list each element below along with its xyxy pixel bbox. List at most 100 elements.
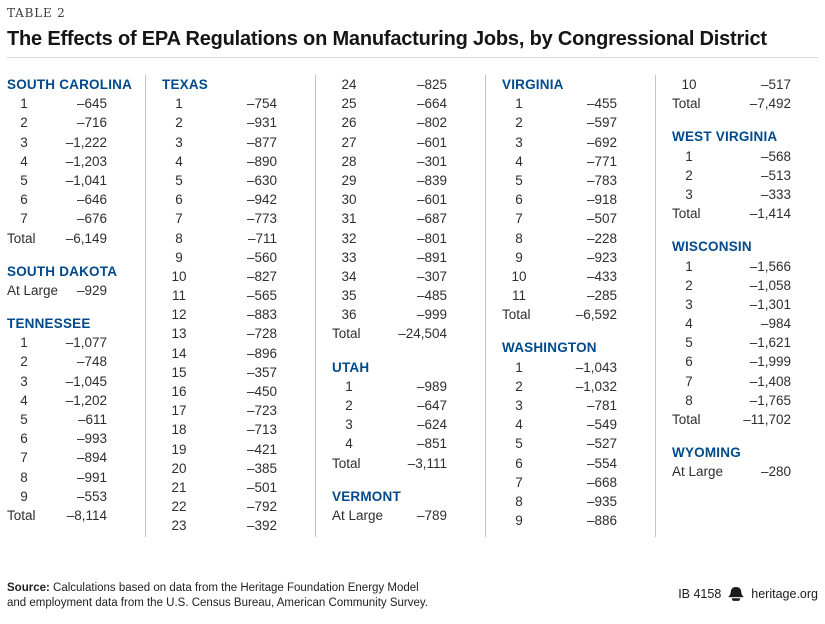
district-label: 10 [681,77,697,92]
district-label: 1 [685,148,693,164]
district-label: 22 [171,499,187,515]
jobs-value: –825 [416,77,447,92]
state-block: VIRGINIA 1 –455 2 –597 3 –692 4 –771 5 –783 6 –918 7 –… [502,75,617,324]
district-row: 1 –1,566 [672,257,791,276]
district-label: 2 [515,378,523,394]
district-label: Total [672,96,701,112]
state-header: WYOMING [672,445,741,461]
table-column-3: 24 –825 25 –664 26 –802 27 –601 28 –301 29 –839 30 –6… [315,75,485,537]
table-column-4: VIRGINIA 1 –455 2 –597 3 –692 4 –771 5 –783 6 –918 7 –… [485,75,655,537]
district-row: 8 –935 [502,492,617,511]
district-label: 1 [345,378,353,394]
district-row: 10 –827 [162,267,277,286]
district-row: Total –8,114 [7,506,107,525]
jobs-value: –568 [760,148,791,164]
jobs-value: –1,621 [749,335,791,351]
jobs-value: –1,045 [65,373,107,389]
district-label: 2 [685,277,693,293]
state-header: VERMONT [332,488,401,504]
state-header: TENNESSEE [7,316,91,332]
district-row: 4 –890 [162,152,277,171]
district-row: 10 –517 [672,75,791,94]
jobs-value: –664 [416,96,447,112]
district-label: 12 [171,307,187,323]
district-label: 1 [515,359,523,375]
district-row: Total –24,504 [332,324,447,343]
district-row: At Large –280 [672,462,791,481]
jobs-value: –935 [586,493,617,509]
jobs-value: –748 [76,354,107,370]
jobs-value: –357 [246,364,277,380]
district-row: 3 –692 [502,133,617,152]
district-label: 21 [171,479,187,495]
jobs-value: –455 [586,96,617,112]
jobs-value: –601 [416,192,447,208]
district-row: 1 –754 [162,94,277,113]
district-label: 19 [171,441,187,457]
district-label: 7 [515,474,523,490]
state-block: WYOMING At Large –280 [672,443,791,481]
district-row: 2 –1,058 [672,276,791,295]
district-row: 7 –668 [502,473,617,492]
report-table-page: TABLE 2 The Effects of EPA Regulations o… [7,6,818,611]
district-row: 15 –357 [162,363,277,382]
jobs-value: –984 [760,316,791,332]
district-row: 7 –1,408 [672,372,791,391]
district-row: 3 –781 [502,396,617,415]
jobs-value: –554 [586,455,617,471]
jobs-value: –645 [76,96,107,112]
jobs-value: –668 [586,474,617,490]
district-row: 5 –1,041 [7,171,107,190]
district-label: 6 [20,192,28,208]
district-label: 5 [20,412,28,427]
jobs-value: –839 [416,172,447,188]
jobs-value: –789 [416,507,447,523]
district-row: 30 –601 [332,190,447,209]
district-row: 19 –421 [162,440,277,459]
district-row: 9 –553 [7,487,107,506]
jobs-value: –1,999 [749,354,791,370]
district-label: 6 [515,455,523,471]
district-label: Total [672,206,701,222]
district-row: 28 –301 [332,152,447,171]
district-label: 10 [511,268,527,284]
state-block: TEXAS 1 –754 2 –931 3 –877 4 –890 5 –630 6 –942 7 –773… [162,75,277,536]
jobs-value: –307 [416,268,447,284]
table-footer: Source: Calculations based on data from … [7,581,818,611]
district-row: 11 –285 [502,286,617,305]
district-label: 2 [515,115,523,131]
district-label: 9 [515,513,523,529]
jobs-value: –501 [246,479,277,495]
district-label: 16 [171,384,187,399]
state-header: SOUTH DAKOTA [7,263,118,279]
district-label: 25 [341,96,357,112]
district-row: 23 –392 [162,516,277,535]
district-label: At Large [672,464,724,480]
district-label: 1 [20,335,28,351]
source-note: Source: Calculations based on data from … [7,581,435,611]
district-label: Total [332,455,361,471]
jobs-value: –851 [416,436,447,452]
district-label: 24 [341,77,357,92]
heritage-bell-icon [728,587,745,601]
district-label: 8 [20,469,28,485]
jobs-value: –624 [416,417,447,433]
district-label: At Large [7,282,59,298]
district-label: 2 [175,115,183,131]
jobs-value: –1,408 [749,373,791,389]
jobs-value: –549 [586,417,617,433]
district-row: 20 –385 [162,459,277,478]
state-block: 24 –825 25 –664 26 –802 27 –601 28 –301 29 –839 30 –6… [332,75,447,344]
jobs-value: –773 [246,211,277,227]
district-label: 8 [515,493,523,509]
district-row: Total –3,111 [332,454,447,473]
district-label: 3 [345,417,353,433]
state-header: WISCONSIN [672,239,752,255]
jobs-value: –228 [586,230,617,246]
heritage-site-link[interactable]: heritage.org [751,587,818,601]
district-label: 8 [175,230,183,246]
district-label: 3 [515,398,523,413]
jobs-value: –1,041 [65,172,107,188]
district-label: 36 [341,307,357,323]
district-label: 3 [685,296,693,312]
